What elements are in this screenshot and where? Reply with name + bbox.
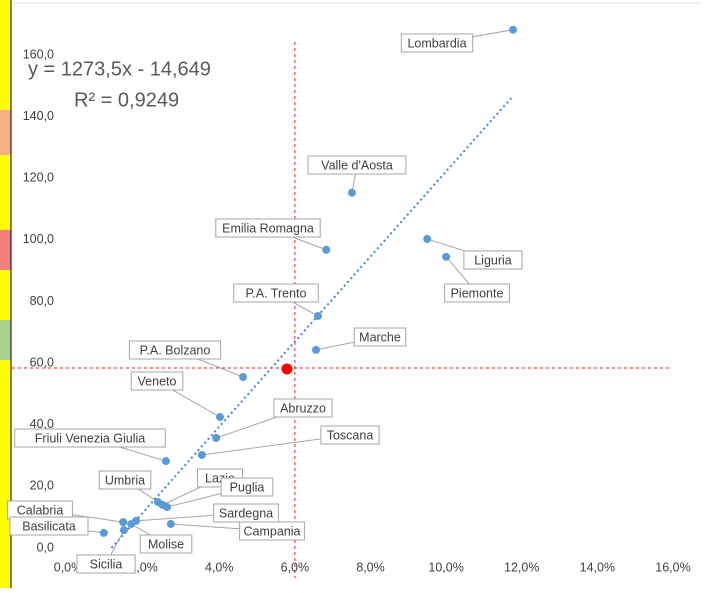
point (423, 234, 432, 243)
label-box (463, 250, 523, 270)
point-label: Piemonte (451, 286, 504, 300)
label-box (239, 521, 305, 541)
point-label: Sicilia (90, 557, 123, 571)
label-box (444, 283, 510, 303)
y-tick-label: 160,0 (23, 47, 54, 61)
point-label: Friuli Venezia Giulia (35, 431, 146, 445)
point (119, 518, 128, 527)
point-label: Puglia (230, 480, 265, 494)
r-squared: R² = 0,9249 (74, 89, 179, 111)
point-label: Marche (359, 330, 401, 344)
sheet-cell (0, 320, 11, 360)
x-tick-label: 0,0% (54, 560, 83, 574)
x-tick-label: 6,0% (281, 560, 310, 574)
label-box (320, 425, 380, 445)
y-tick-label: 60,0 (30, 355, 54, 369)
label-box (98, 470, 152, 490)
label-box (220, 477, 274, 497)
point (119, 526, 128, 535)
point (281, 363, 293, 375)
label-box (215, 218, 321, 238)
point (347, 188, 356, 197)
label-box (9, 516, 89, 536)
x-tick-label: 4,0% (205, 560, 234, 574)
point-label: Umbria (105, 473, 145, 487)
point-label: Valle d'Aosta (321, 158, 393, 172)
label-box (14, 428, 166, 448)
label-box (307, 155, 407, 175)
point (322, 245, 331, 254)
trendline (110, 96, 514, 549)
trend-equation: y = 1273,5x - 14,649 (28, 58, 211, 80)
y-tick-label: 100,0 (23, 232, 54, 246)
point-label: P.A. Trento (246, 286, 307, 300)
y-tick-label: 80,0 (30, 294, 54, 308)
point (99, 528, 108, 537)
label-box (130, 371, 184, 391)
label-box (128, 340, 222, 360)
point (442, 252, 451, 261)
label-box (76, 554, 136, 574)
x-tick-label: 10,0% (428, 560, 463, 574)
point (127, 519, 136, 528)
point-label: Veneto (138, 374, 177, 388)
x-tick-label: 2,0% (129, 560, 158, 574)
point (197, 450, 206, 459)
point-label: P.A. Bolzano (140, 343, 211, 357)
sheet-cell (0, 110, 11, 155)
point-label: Calabria (17, 503, 64, 517)
point (166, 519, 175, 528)
point-label: Molise (148, 537, 184, 551)
y-tick-label: 40,0 (30, 417, 54, 431)
x-tick-label: 14,0% (580, 560, 615, 574)
point (509, 25, 518, 34)
point (216, 413, 225, 422)
y-tick-label: 140,0 (23, 109, 54, 123)
point-label: Abruzzo (280, 401, 326, 415)
point (161, 457, 170, 466)
point-label: Liguria (474, 253, 512, 267)
point (313, 311, 322, 320)
point-label: Toscana (327, 428, 374, 442)
x-tick-label: 12,0% (504, 560, 539, 574)
x-tick-label: 16,0% (655, 560, 690, 574)
label-box (400, 33, 474, 53)
point-label: Basilicata (22, 519, 76, 533)
point-label: Campania (244, 524, 301, 538)
sheet-strip (0, 0, 11, 588)
label-box (139, 534, 193, 554)
point (239, 372, 248, 381)
y-tick-label: 0,0 (37, 540, 54, 554)
point-label: Lombardia (407, 36, 466, 50)
label-box (353, 327, 407, 347)
label-box (233, 283, 319, 303)
y-tick-label: 120,0 (23, 171, 54, 185)
sheet-cell (0, 230, 11, 270)
point (312, 345, 321, 354)
label-box (273, 398, 333, 418)
point (163, 503, 172, 512)
x-tick-label: 8,0% (356, 560, 385, 574)
y-tick-label: 20,0 (30, 479, 54, 493)
point-label: Emilia Romagna (222, 221, 314, 235)
point (212, 433, 221, 442)
point-label: Sardegna (219, 506, 273, 520)
